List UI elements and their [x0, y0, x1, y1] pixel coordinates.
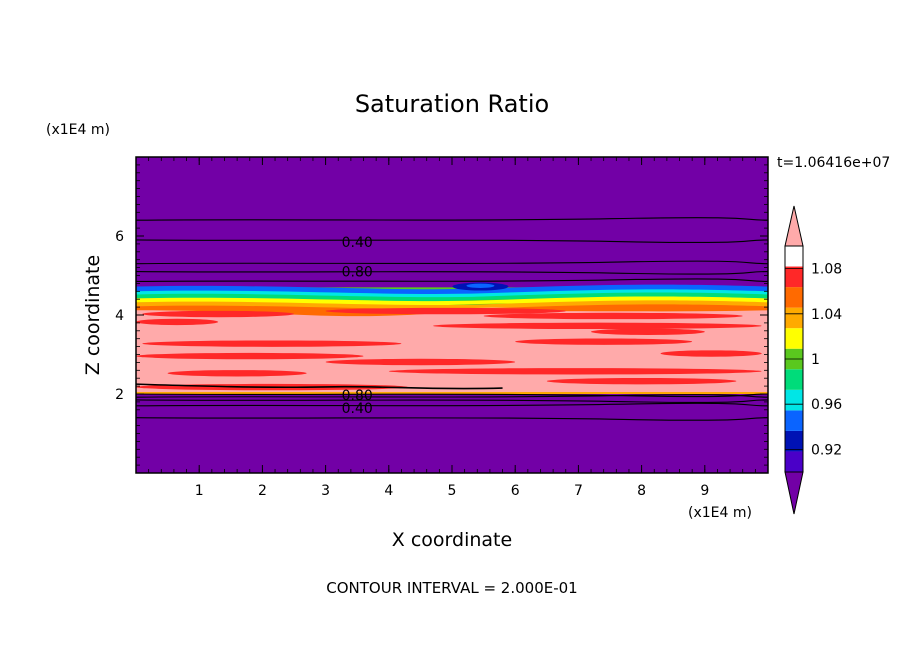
colorbar-tick-label: 1.04: [811, 307, 842, 323]
contour-line: [136, 399, 768, 404]
saturation-streak: [325, 307, 566, 315]
low-saturation-core: [466, 283, 495, 288]
colorbar-segment: [785, 307, 803, 329]
x-axis-label: X coordinate: [392, 529, 512, 551]
saturation-streak: [167, 370, 307, 377]
saturation-streak: [142, 340, 402, 347]
contour-line: [136, 271, 768, 275]
contour-line: [136, 260, 768, 265]
contour-line: [136, 402, 768, 407]
contour-labels: 0.400.800.800.40: [342, 235, 373, 417]
colorbar-tick-label: 0.92: [811, 442, 842, 458]
contour-line: [136, 383, 503, 390]
y-tick-label: 2: [115, 387, 124, 403]
saturated-layer: [136, 305, 768, 393]
saturation-streak: [433, 322, 762, 330]
saturation-streak: [591, 328, 705, 335]
contour-label: 0.80: [342, 388, 373, 404]
colorbar-segment: [785, 266, 803, 288]
contour-lines: [136, 217, 768, 421]
x-tick-label: 3: [321, 483, 330, 499]
y-axis-label: Z coordinate: [82, 255, 104, 375]
x-tick-label: 1: [195, 483, 204, 499]
saturation-streak: [483, 312, 743, 320]
contour-line: [136, 217, 768, 221]
contour-line: [136, 239, 768, 244]
y-units-label: (x1E4 m): [46, 122, 110, 138]
colorbar-tick-label: 1: [811, 352, 820, 368]
colorbar-segment: [785, 328, 803, 349]
contour-field: [136, 157, 768, 473]
saturation-streak: [388, 368, 762, 375]
y-tick-label: 6: [115, 229, 124, 245]
colorbar-under-arrow: [784, 471, 804, 515]
contour-interval-label: CONTOUR INTERVAL = 2.000E-01: [326, 579, 577, 597]
colorbar: 0.92 0.96 1 1.04 1.08: [784, 205, 842, 515]
colorbar-segment: [785, 430, 803, 452]
contour-label: 0.40: [342, 235, 373, 251]
x-tick-label: 8: [637, 483, 646, 499]
x-tick-label: 4: [384, 483, 393, 499]
saturation-streak: [515, 338, 693, 345]
time-label: t=1.06416e+07: [777, 155, 890, 171]
x-tick-label: 7: [574, 483, 583, 499]
saturation-streak: [660, 350, 762, 357]
contour-label: 0.40: [342, 401, 373, 417]
chart-title: Saturation Ratio: [355, 90, 549, 118]
field-layers: [136, 282, 768, 395]
x-tick-label: 9: [700, 483, 709, 499]
y-tick-label: 4: [115, 308, 124, 324]
saturation-streak: [546, 377, 737, 385]
layer-base-line: [136, 392, 768, 395]
axis-ticks: 1 2 3 4 5 6 7 8 9 2 4 6: [115, 157, 769, 499]
colorbar-tick-label: 0.96: [811, 397, 842, 413]
colorbar-over-arrow: [784, 205, 804, 247]
colorbar-segment: [785, 389, 803, 411]
x-tick-label: 2: [258, 483, 267, 499]
colorbar-segment: [785, 287, 803, 308]
contour-label: 0.80: [342, 265, 373, 281]
contour-line: [136, 417, 768, 421]
colorbar-segment: [785, 451, 803, 472]
saturation-streak: [136, 352, 364, 360]
colorbar-segment: [785, 369, 803, 390]
x-units-label: (x1E4 m): [688, 505, 752, 521]
contour-line: [136, 278, 768, 282]
x-tick-label: 6: [511, 483, 520, 499]
saturation-streak: [142, 310, 294, 318]
saturation-streak: [136, 318, 219, 326]
x-tick-label: 5: [448, 483, 457, 499]
colorbar-tick-label: 1.08: [811, 262, 842, 278]
saturation-streak: [325, 358, 516, 366]
contour-line: [136, 394, 768, 398]
colorbar-segment: [785, 410, 803, 431]
